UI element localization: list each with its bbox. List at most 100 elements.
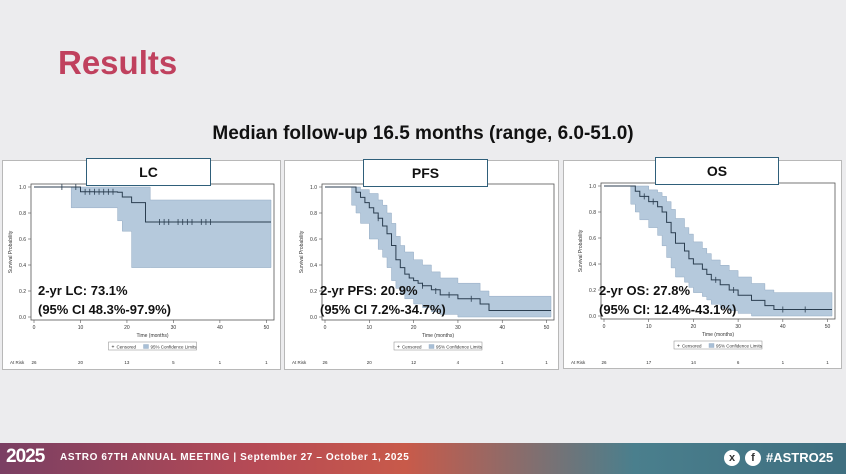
km-chart-lc: 0.0 0.2 0.4 0.6 0.8 1.0 0 26 10 20 20 13 30 5 40 1 50 1 Ti… [8, 183, 275, 365]
x-tick-label: 50 [544, 325, 550, 331]
stat-pfs-line2: (95% CI 7.2%-34.7%) [320, 302, 446, 317]
x-tick-label: 0 [33, 325, 36, 331]
survival-curve [325, 186, 551, 311]
x-tick-label: 30 [171, 325, 177, 331]
at-risk-count: 5 [172, 360, 175, 365]
y-axis-label: Survival Probability [299, 230, 305, 273]
survival-curve [34, 186, 271, 223]
y-tick-label: 1.0 [589, 184, 596, 190]
km-panel-lc: 0.0 0.2 0.4 0.6 0.8 1.0 0 26 10 20 20 13 30 5 40 1 50 1 Ti… [2, 160, 281, 370]
legend-censor-symbol: + [677, 344, 680, 350]
confidence-band [604, 185, 833, 317]
survival-curve [604, 185, 832, 310]
at-risk-label: At Risk [292, 360, 307, 365]
km-chart-pfs: 0.0 0.2 0.4 0.6 0.8 1.0 0 26 10 20 20 12 30 4 40 1 50 1 Ti… [292, 183, 555, 365]
y-tick-label: 1.0 [310, 185, 317, 191]
at-risk-count: 1 [826, 360, 829, 365]
y-tick-label: 0.0 [310, 315, 317, 321]
km-panel-os: 0.0 0.2 0.4 0.6 0.8 1.0 0 26 10 17 20 14 30 6 40 1 50 1 Ti… [563, 160, 842, 369]
at-risk-count: 17 [646, 360, 652, 365]
x-tick-label: 20 [411, 325, 417, 331]
legend-censored: Censored [682, 344, 702, 349]
stat-pfs: 2-yr PFS: 20.9% (95% CI 7.2%-34.7%) [320, 281, 446, 319]
at-risk-count: 6 [737, 360, 740, 365]
y-tick-label: 0.6 [589, 236, 596, 242]
x-tick-label: 30 [455, 325, 461, 331]
legend: + Censored 95% Confidence Limits [108, 341, 198, 351]
y-axis-label: Survival Probability [8, 230, 14, 273]
legend-censor-symbol: + [397, 345, 400, 351]
slide-title: Results [58, 44, 178, 81]
footer-banner: 2025 ASTRO 67TH ANNUAL MEETING | Septemb… [0, 443, 846, 474]
panel-label-os: OS [655, 157, 779, 185]
confidence-band [325, 186, 552, 318]
at-risk-count: 1 [501, 360, 504, 365]
x-tick-label: 50 [264, 325, 270, 331]
at-risk-count: 13 [124, 360, 130, 365]
x-tick-label: 10 [646, 324, 652, 330]
x-axis-label: Time (months) [136, 333, 168, 339]
facebook-icon[interactable]: f [745, 450, 761, 466]
x-tick-label: 40 [780, 324, 786, 330]
legend-ci-swatch [708, 343, 715, 348]
legend-box [108, 341, 197, 351]
hashtag: #ASTRO25 [766, 450, 834, 465]
legend-box [393, 341, 483, 351]
at-risk-label: At Risk [10, 360, 25, 365]
at-risk-count: 20 [78, 360, 84, 365]
y-tick-label: 0.0 [589, 314, 596, 320]
stat-os-line2: (95% CI: 12.4%-43.1%) [599, 302, 737, 317]
y-tick-label: 0.4 [589, 262, 596, 268]
y-tick-label: 0.0 [19, 315, 26, 321]
stat-lc-line2: (95% CI 48.3%-97.9%) [38, 302, 171, 317]
subtitle: Median follow-up 16.5 months (range, 6.0… [212, 123, 634, 144]
panel-label-lc: LC [86, 158, 211, 186]
stat-lc-line1: 2-yr LC: 73.1% [38, 283, 128, 298]
x-tick-label: 10 [367, 325, 373, 331]
legend-ci: 95% Confidence Limits [716, 344, 763, 349]
stat-lc: 2-yr LC: 73.1% (95% CI 48.3%-97.9%) [38, 281, 171, 319]
x-social-icon[interactable]: x [724, 450, 740, 466]
y-tick-label: 0.2 [19, 289, 26, 295]
y-tick-label: 0.6 [19, 237, 26, 243]
astro-logo: 2025 [6, 446, 45, 467]
confidence-band [34, 186, 272, 268]
km-panel-pfs: 0.0 0.2 0.4 0.6 0.8 1.0 0 26 10 20 20 12 30 4 40 1 50 1 Ti… [284, 160, 559, 370]
meeting-info: ASTRO 67TH ANNUAL MEETING | September 27… [60, 452, 410, 463]
at-risk-count: 14 [691, 360, 697, 365]
legend: + Censored 95% Confidence Limits [673, 340, 763, 350]
legend-ci: 95% Confidence Limits [151, 345, 198, 350]
y-tick-label: 0.4 [310, 263, 317, 269]
at-risk-count: 20 [367, 360, 373, 365]
at-risk-count: 1 [545, 360, 548, 365]
x-tick-label: 10 [78, 325, 84, 331]
x-tick-label: 20 [124, 325, 130, 331]
legend: + Censored 95% Confidence Limits [393, 341, 483, 351]
legend-ci-swatch [428, 344, 435, 349]
at-risk-count: 1 [265, 360, 268, 365]
at-risk-count: 1 [782, 360, 785, 365]
x-tick-label: 0 [603, 324, 606, 330]
at-risk-count: 26 [31, 360, 37, 365]
stat-os: 2-yr OS: 27.8% (95% CI: 12.4%-43.1%) [599, 281, 736, 319]
x-tick-label: 50 [825, 324, 831, 330]
y-tick-label: 0.4 [19, 263, 26, 269]
x-axis-label: Time (months) [702, 332, 734, 338]
y-tick-label: 0.8 [19, 211, 26, 217]
y-tick-label: 0.8 [310, 211, 317, 217]
at-risk-count: 26 [601, 360, 607, 365]
stat-os-line1: 2-yr OS: 27.8% [599, 283, 691, 298]
y-tick-label: 0.8 [589, 210, 596, 216]
legend-censored: Censored [117, 345, 137, 350]
x-tick-label: 40 [499, 325, 505, 331]
y-tick-label: 0.6 [310, 237, 317, 243]
legend-ci: 95% Confidence Limits [436, 345, 483, 350]
x-axis-label: Time (months) [422, 333, 454, 339]
x-tick-label: 30 [735, 324, 741, 330]
at-risk-label: At Risk [571, 360, 586, 365]
at-risk-count: 12 [411, 360, 417, 365]
panel-label-pfs: PFS [363, 159, 488, 187]
x-tick-label: 0 [324, 325, 327, 331]
y-axis-label: Survival Probability [578, 229, 584, 272]
at-risk-count: 4 [457, 360, 460, 365]
